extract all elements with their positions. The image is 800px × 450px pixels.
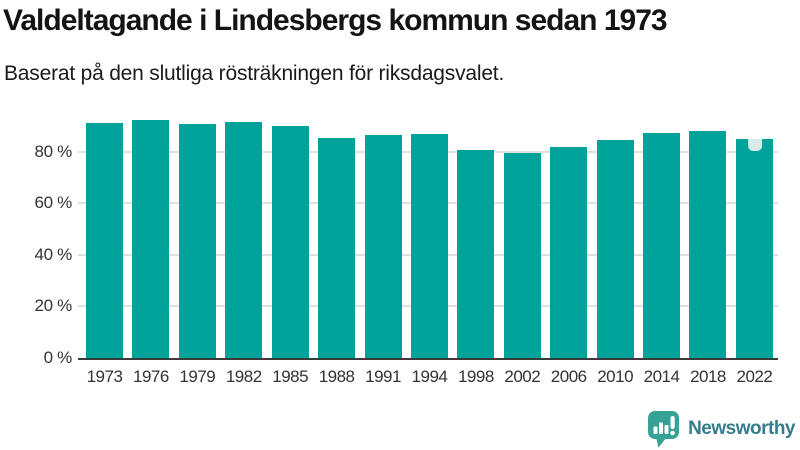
- bar-1998: [457, 150, 495, 358]
- brand-footer: Newsworthy: [647, 410, 795, 448]
- y-tick-label-40: 40 %: [34, 244, 72, 264]
- bar-2014: [643, 133, 681, 358]
- y-tick-label-80: 80 %: [34, 141, 72, 161]
- bar-1991: [364, 135, 402, 358]
- bar-2022: [735, 139, 773, 358]
- x-tick-label-1982: 1982: [225, 367, 262, 386]
- bars-group: [86, 113, 773, 358]
- chart-title: Valdeltagande i Lindesbergs kommun sedan…: [3, 4, 668, 37]
- y-tick-label-20: 20 %: [34, 296, 72, 316]
- x-tick-label-2006: 2006: [550, 367, 587, 386]
- x-tick-label-1994: 1994: [411, 367, 448, 386]
- bar-1994: [410, 133, 448, 358]
- x-tick-label-2018: 2018: [690, 367, 726, 386]
- x-tick-label-1976: 1976: [133, 367, 169, 386]
- x-tick-label-2022: 2022: [736, 367, 773, 386]
- x-tick-label-1988: 1988: [318, 367, 355, 386]
- y-tick-label-0: 0 %: [43, 348, 73, 367]
- bar-1982: [225, 121, 263, 358]
- bar-1988: [318, 138, 356, 358]
- x-tick-label-1998: 1998: [457, 367, 494, 386]
- x-tick-label-1985: 1985: [272, 367, 309, 386]
- x-tick-label-1979: 1979: [179, 367, 216, 386]
- bar-2010: [596, 140, 634, 358]
- plot-area: [78, 113, 778, 360]
- bar-1976: [132, 119, 170, 358]
- x-axis-line: [78, 358, 778, 360]
- bar-2018: [689, 131, 727, 358]
- x-tick-label-1991: 1991: [365, 367, 401, 386]
- x-tick-label-2002: 2002: [504, 367, 541, 386]
- chart-subtitle: Baserat på den slutliga rösträkningen fö…: [4, 62, 505, 85]
- x-tick-label-2010: 2010: [597, 367, 634, 386]
- x-axis-labels: 1973 1976 1979 1982 1985 1988 1991 1994 1998 2002…: [86, 367, 773, 387]
- latest-value-notch-marker: [748, 139, 763, 152]
- y-tick-label-60: 60 %: [34, 193, 72, 213]
- bar-2006: [550, 146, 588, 358]
- newsworthy-logo-icon: [648, 411, 680, 448]
- bar-1973: [86, 122, 123, 358]
- x-tick-label-1973: 1973: [86, 367, 123, 386]
- x-tick-label-2014: 2014: [643, 367, 680, 386]
- bar-2002: [503, 152, 541, 358]
- brand-name: Newsworthy: [688, 418, 795, 439]
- bar-1985: [271, 125, 309, 358]
- bar-chart: 0 % 20 % 40 % 60 % 80 % 1973 1976 1979 1982 1985…: [0, 113, 800, 403]
- bar-1979: [178, 124, 216, 358]
